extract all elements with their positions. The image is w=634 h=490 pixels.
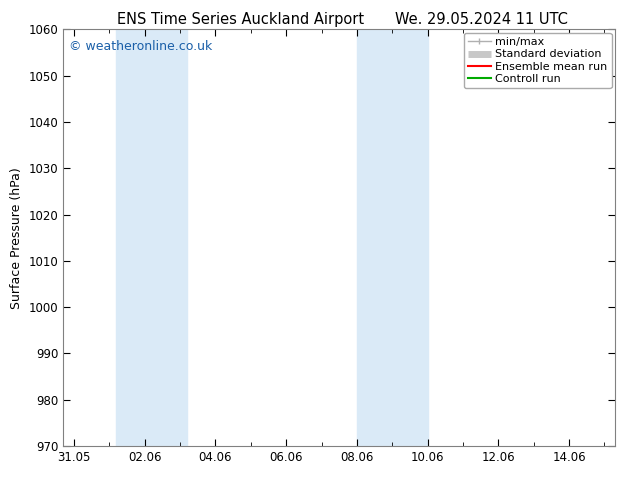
Text: We. 29.05.2024 11 UTC: We. 29.05.2024 11 UTC	[396, 12, 568, 27]
Bar	[357, 29, 427, 446]
Bar	[117, 29, 187, 446]
Y-axis label: Surface Pressure (hPa): Surface Pressure (hPa)	[10, 167, 23, 309]
Text: © weatheronline.co.uk: © weatheronline.co.uk	[69, 40, 212, 53]
Legend: min/max, Standard deviation, Ensemble mean run, Controll run: min/max, Standard deviation, Ensemble me…	[464, 33, 612, 88]
Text: ENS Time Series Auckland Airport: ENS Time Series Auckland Airport	[117, 12, 365, 27]
